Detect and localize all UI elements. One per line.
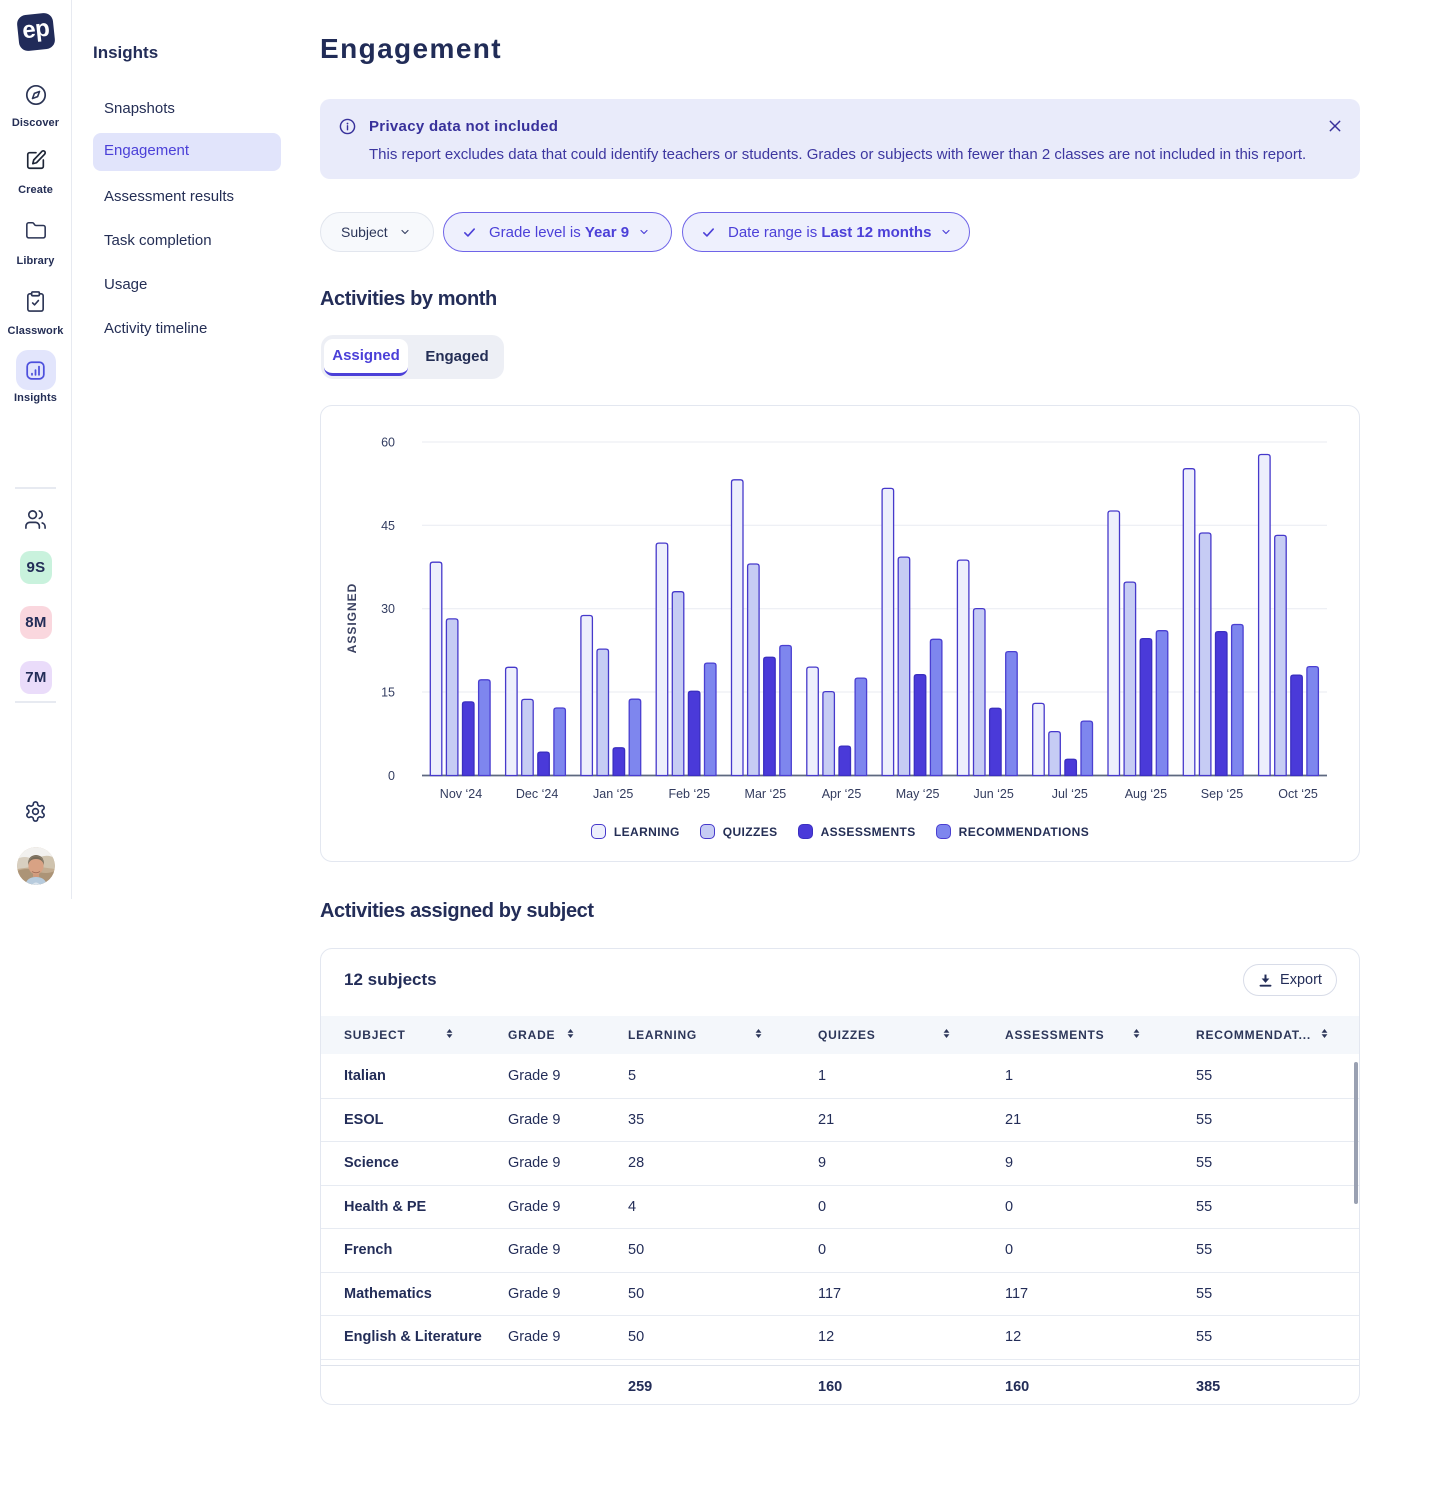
svg-text:Nov ‘24: Nov ‘24 (440, 787, 482, 801)
svg-text:0: 0 (388, 769, 395, 783)
svg-text:Aug ‘25: Aug ‘25 (1125, 787, 1167, 801)
svg-text:Jun ‘25: Jun ‘25 (974, 787, 1014, 801)
svg-text:ASSIGNED: ASSIGNED (345, 583, 359, 654)
svg-text:60: 60 (381, 436, 395, 450)
svg-text:Mar ‘25: Mar ‘25 (745, 787, 787, 801)
svg-text:45: 45 (381, 519, 395, 533)
svg-text:Jan ‘25: Jan ‘25 (593, 787, 633, 801)
svg-text:Jul ‘25: Jul ‘25 (1052, 787, 1088, 801)
svg-text:Dec ‘24: Dec ‘24 (516, 787, 558, 801)
svg-text:30: 30 (381, 602, 395, 616)
svg-text:Oct ‘25: Oct ‘25 (1278, 787, 1318, 801)
svg-text:Apr ‘25: Apr ‘25 (822, 787, 862, 801)
svg-text:Sep ‘25: Sep ‘25 (1201, 787, 1243, 801)
svg-text:May ‘25: May ‘25 (896, 787, 940, 801)
svg-text:Feb ‘25: Feb ‘25 (668, 787, 710, 801)
svg-text:15: 15 (381, 686, 395, 700)
